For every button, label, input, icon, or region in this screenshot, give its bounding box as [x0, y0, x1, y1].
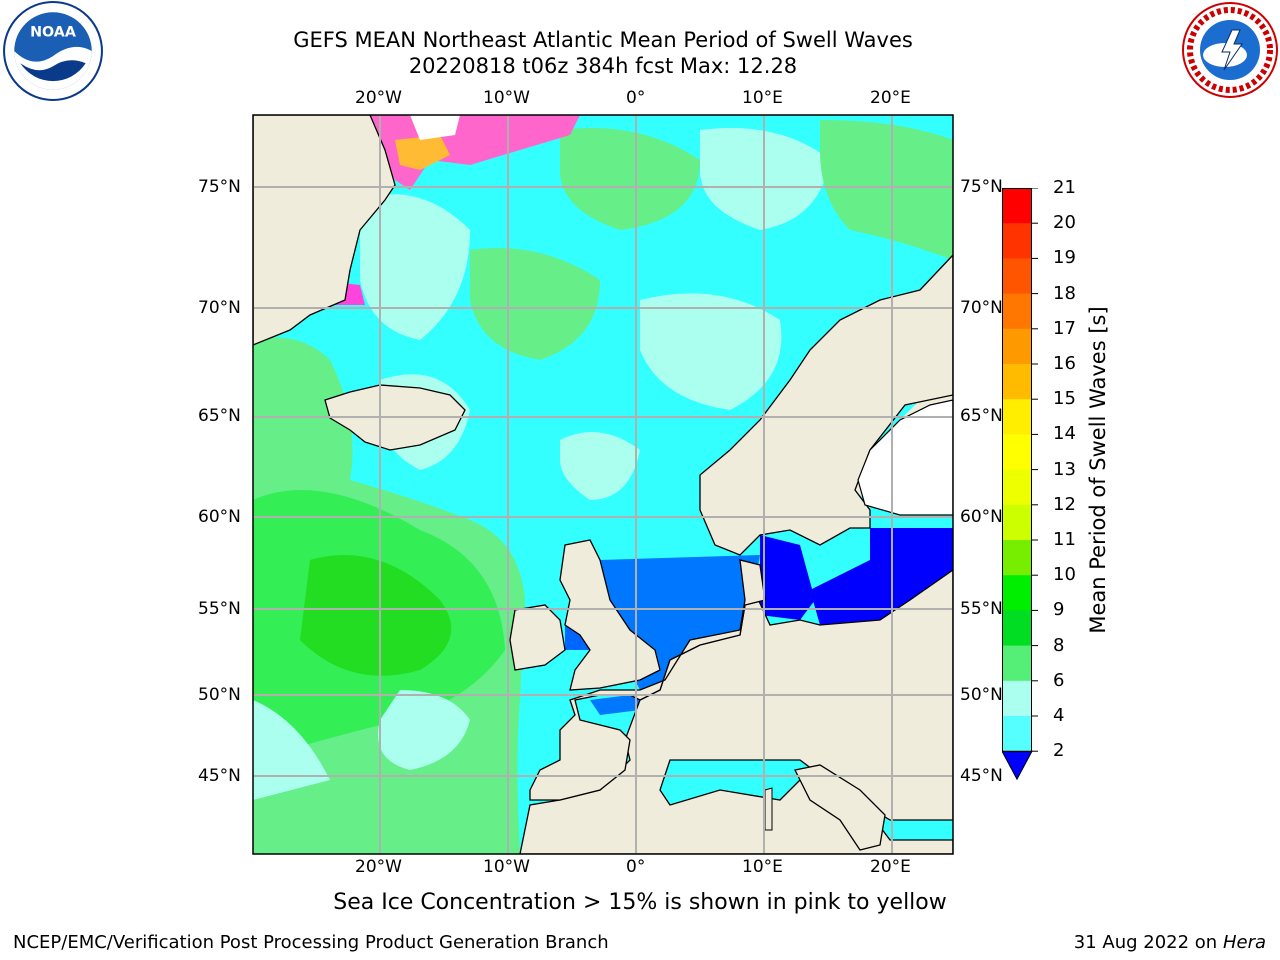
lon-label-top: 0°: [626, 88, 646, 108]
colorbar-segment: [1002, 680, 1032, 717]
map-frame: [252, 114, 954, 855]
colorbar-segment: [1002, 328, 1032, 365]
colorbar-underflow: [1002, 750, 1033, 781]
colorbar-segment: [1002, 645, 1032, 682]
lon-label-top: 20°E: [870, 88, 911, 108]
colorbar-tick-label: 13: [1053, 458, 1076, 480]
colorbar-tick-label: 15: [1053, 388, 1076, 410]
lon-label-bottom: 20°W: [355, 857, 402, 877]
svg-text:NOAA: NOAA: [30, 25, 76, 41]
colorbar-segment: [1002, 540, 1032, 576]
colorbar-tick-label: 17: [1053, 317, 1076, 339]
colorbar-segment: [1002, 293, 1032, 330]
colorbar-segment: [1002, 364, 1032, 400]
lat-label-right: 75°N: [960, 177, 1003, 197]
footer-machine: Hera: [1222, 932, 1266, 953]
colorbar-outline: [1002, 188, 1032, 753]
colorbar-segment: [1002, 716, 1032, 752]
lat-label-left: 65°N: [198, 406, 241, 426]
colorbar-tick-label: 16: [1053, 353, 1076, 374]
colorbar-tick-label: 8: [1053, 634, 1065, 656]
lon-label-bottom: 10°W: [483, 857, 530, 877]
colorbar-segment: [1002, 469, 1032, 506]
lon-label-bottom: 10°E: [742, 857, 783, 877]
colorbar-tick-label: 6: [1053, 669, 1065, 691]
colorbar-tick-label: 20: [1053, 212, 1076, 234]
footer-date-text: 31 Aug 2022 on: [1073, 932, 1218, 953]
colorbar-tick-label: 18: [1053, 282, 1076, 304]
colorbar-tick-label: 21: [1053, 177, 1076, 198]
colorbar-tick-label: 4: [1053, 705, 1065, 726]
colorbar-segment: [1002, 223, 1032, 259]
lat-label-right: 45°N: [960, 766, 1003, 786]
lat-label-left: 55°N: [198, 599, 241, 619]
colorbar-label: Mean Period of Swell Waves [s]: [1086, 306, 1110, 634]
colorbar-segment: [1002, 575, 1032, 611]
noaa-logo: NOAA: [3, 1, 103, 101]
colorbar-tick-label: 14: [1053, 423, 1076, 445]
chart-subtitle: 20220818 t06z 384h fcst Max: 12.28: [408, 54, 798, 78]
lat-label-right: 50°N: [960, 685, 1003, 705]
lon-label-bottom: 0°: [626, 857, 646, 877]
lat-label-left: 70°N: [198, 298, 241, 318]
colorbar-tick-label: 2: [1053, 740, 1065, 762]
colorbar-segment: [1002, 610, 1032, 647]
colorbar-tick-label: 12: [1053, 493, 1076, 515]
lon-label-top: 20°W: [355, 88, 402, 108]
lat-label-left: 75°N: [198, 177, 241, 197]
lon-label-top: 10°E: [742, 88, 783, 108]
colorbar-tick-label: 10: [1053, 564, 1076, 586]
lat-label-right: 65°N: [960, 406, 1003, 426]
footer-date: 31 Aug 2022 on Hera: [1074, 932, 1266, 953]
nws-logo: [1182, 2, 1278, 98]
lon-label-top: 10°W: [483, 88, 530, 108]
map-gridlines: [253, 115, 953, 854]
colorbar: [1002, 188, 1038, 781]
lat-label-right: 60°N: [960, 507, 1003, 527]
colorbar-tick-label: 19: [1053, 247, 1076, 269]
lat-label-left: 50°N: [198, 685, 241, 705]
chart-title: GEFS MEAN Northeast Atlantic Mean Period…: [293, 28, 913, 52]
lat-label-right: 70°N: [960, 298, 1003, 318]
sea-ice-note: Sea Ice Concentration > 15% is shown in …: [333, 890, 947, 915]
footer-credit: NCEP/EMC/Verification Post Processing Pr…: [13, 932, 609, 953]
colorbar-segment: [1002, 504, 1032, 541]
colorbar-tick-label: 9: [1053, 599, 1065, 621]
map-area: [253, 115, 953, 854]
lon-label-bottom: 20°E: [870, 857, 911, 877]
lat-label-left: 60°N: [198, 507, 241, 527]
colorbar-segment: [1002, 434, 1032, 471]
colorbar-segment: [1002, 399, 1032, 435]
colorbar-tick-label: 11: [1053, 529, 1076, 550]
colorbar-segment: [1002, 188, 1032, 224]
lat-label-right: 55°N: [960, 599, 1003, 619]
colorbar-segment: [1002, 258, 1032, 295]
lat-label-left: 45°N: [198, 766, 241, 786]
